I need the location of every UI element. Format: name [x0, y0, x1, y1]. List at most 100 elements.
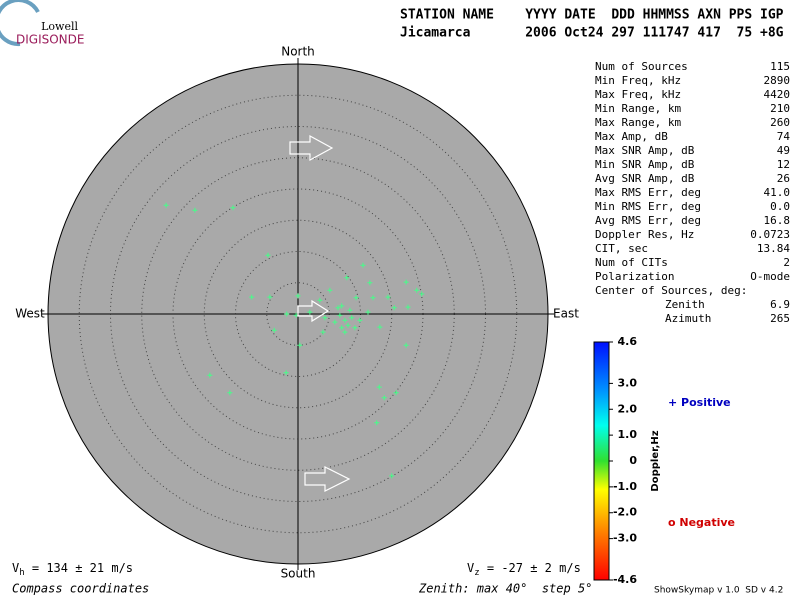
source-point [322, 315, 328, 321]
stat-label: Avg RMS Err, deg [595, 214, 701, 227]
stats-panel: Num of Sources 115 Min Freq, kHz 2890 Max Fr… [595, 60, 790, 325]
source-point [230, 205, 236, 211]
colorbar-tick-label: 2.0 [618, 402, 638, 415]
stat-label: Num of Sources [595, 60, 688, 73]
north-label: North [281, 45, 315, 59]
arrow [304, 466, 351, 492]
source-point [284, 311, 290, 317]
center-title: Center of Sources, deg: [595, 284, 747, 297]
vh-text: = 134 ± 21 m/s [25, 561, 133, 575]
source-point [349, 315, 355, 321]
colorbar-tick-label: -4.6 [613, 573, 637, 586]
source-point [403, 279, 409, 285]
stat-value: 115 [770, 60, 790, 73]
stat-value: 49 [777, 144, 790, 157]
source-point [267, 294, 273, 300]
stat-label: Max RMS Err, deg [595, 186, 701, 199]
vz-text: = -27 ± 2 m/s [480, 561, 581, 575]
legend-positive: + Positive [668, 396, 731, 409]
source-point [342, 317, 348, 323]
stat-value: 210 [770, 102, 790, 115]
stat-label: Max Freq, kHz [595, 88, 681, 101]
source-point [335, 305, 341, 311]
source-point [320, 329, 326, 335]
source-point [163, 202, 169, 208]
vh-label: Vh = 134 ± 21 m/s [12, 561, 133, 578]
source-point [357, 317, 363, 323]
vh-sub: h [19, 568, 24, 578]
stat-value: 26 [777, 172, 790, 185]
east-label: East [553, 307, 579, 321]
source-point [317, 297, 323, 303]
source-point [295, 293, 301, 299]
stat-value: 2890 [764, 74, 791, 87]
zenith-label: Zenith: max 40° step 5° [418, 582, 592, 596]
stat-value: 4420 [764, 88, 791, 101]
colorbar-tick-label: 3.0 [618, 376, 638, 389]
colorbar-tick-label: -1.0 [613, 480, 637, 493]
stat-value: 260 [770, 116, 790, 129]
center-value: 6.9 [770, 298, 790, 311]
source-point [391, 305, 397, 311]
source-point [347, 307, 353, 313]
stat-label: Max Amp, dB [595, 130, 668, 143]
vz-label: Vz = -27 ± 2 m/s [467, 561, 581, 578]
source-point [332, 319, 338, 325]
stat-label: Min RMS Err, deg [595, 200, 701, 213]
source-point [374, 420, 380, 426]
vz-sub: z [474, 568, 479, 578]
source-point [381, 395, 387, 401]
source-point [405, 304, 411, 310]
stat-value: O-mode [750, 270, 790, 283]
colorbar-tick-label: -3.0 [613, 532, 637, 545]
source-point [367, 280, 373, 286]
source-point [385, 294, 391, 300]
header-values: Jicamarca 2006 Oct24 297 111747 417 75 +… [400, 26, 784, 41]
logo-line2: DIGISONDE [16, 33, 84, 47]
logo-arc [0, 0, 40, 47]
source-point [342, 329, 348, 335]
stat-label: Min Freq, kHz [595, 74, 681, 87]
stat-value: 16.8 [764, 214, 791, 227]
colorbar: Doppler,Hz 4.6 3.0 2.0 1.0 0 -1.0 -2.0 -3.0 -4.6 [593, 335, 661, 586]
colorbar-tick-label: 0 [629, 454, 637, 467]
stat-label: Min SNR Amp, dB [595, 158, 695, 171]
source-point [271, 327, 277, 333]
source-point [327, 287, 333, 293]
source-point [207, 372, 213, 378]
stat-label: Max SNR Amp, dB [595, 144, 695, 157]
colorbar-tick-label: 1.0 [618, 428, 638, 441]
source-point [352, 325, 358, 331]
source-point [376, 384, 382, 390]
arrow [289, 134, 334, 162]
center-label: Azimuth [665, 312, 711, 325]
version-label: ShowSkymap v 1.0 SD v 4.2 [654, 586, 783, 596]
source-point [360, 262, 366, 268]
colorbar-tick-label: 4.6 [618, 335, 638, 348]
center-label: Zenith [665, 298, 705, 311]
stat-label: Max Range, km [595, 116, 681, 129]
stat-label: Avg SNR Amp, dB [595, 172, 695, 185]
coords-label: Compass coordinates [12, 582, 149, 596]
stat-label: Num of CITs [595, 256, 668, 269]
source-point [344, 275, 350, 281]
stat-label: Min Range, km [595, 102, 681, 115]
south-label: South [281, 567, 316, 581]
vh-symbol: V [12, 561, 19, 575]
source-point [339, 325, 345, 331]
source-point [339, 303, 345, 309]
stat-value: 13.84 [757, 242, 790, 255]
stat-value: 41.0 [764, 186, 791, 199]
vz-symbol: V [467, 561, 474, 575]
source-point [297, 342, 303, 348]
stat-label: Doppler Res, Hz [595, 228, 694, 241]
logo-line1: Lowell [41, 20, 78, 33]
colorbar-title: Doppler,Hz [650, 430, 661, 491]
logo: Lowell DIGISONDE [0, 0, 84, 47]
stat-label: Polarization [595, 270, 674, 283]
source-point [353, 295, 359, 301]
source-point [265, 252, 271, 258]
source-point [365, 309, 371, 315]
stat-value: 0.0 [770, 200, 790, 213]
